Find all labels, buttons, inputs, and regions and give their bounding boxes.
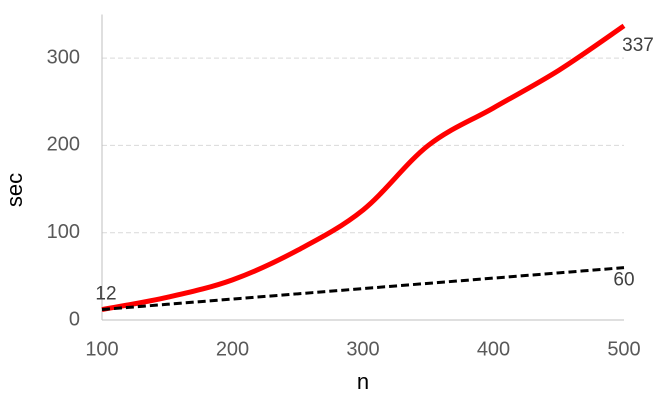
data-label: 60 (613, 270, 634, 291)
y-tick-label: 300 (47, 46, 80, 68)
y-tick-label: 0 (69, 308, 80, 330)
x-tick-label: 100 (85, 338, 118, 360)
series-line (101, 23, 626, 312)
x-tick-label: 300 (346, 338, 379, 360)
x-axis-title: n (357, 369, 369, 394)
y-tick-label: 200 (47, 134, 80, 156)
data-label: 337 (622, 35, 654, 56)
x-tick-label: 200 (216, 338, 249, 360)
x-tick-label: 500 (607, 338, 640, 360)
y-axis-title: sec (2, 173, 27, 207)
x-tick-label: 400 (477, 338, 510, 360)
data-label: 12 (95, 284, 116, 305)
series-line (101, 266, 625, 312)
y-tick-label: 100 (47, 221, 80, 243)
